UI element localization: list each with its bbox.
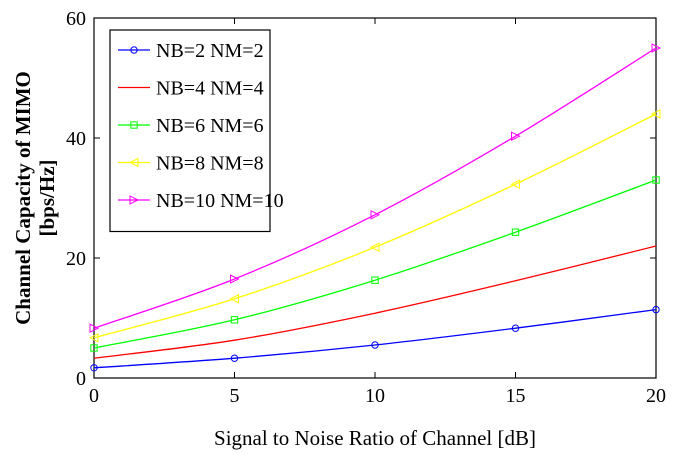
series-line xyxy=(93,113,657,339)
y-tick-label: 60 xyxy=(66,8,86,30)
x-tick-label: 0 xyxy=(89,385,99,407)
series-4 xyxy=(88,109,661,343)
legend-entry: NB=8 NM=8 xyxy=(118,153,264,175)
data-point-square xyxy=(652,176,660,184)
y-tick-label: 0 xyxy=(76,368,86,390)
data-point-triangle-left xyxy=(369,242,380,253)
y-axis-title-line-1: Channel Capacity of MIMO xyxy=(11,71,35,325)
tick-labels: 0 5 10 15 20 0 20 40 60 xyxy=(66,8,666,407)
series-2 xyxy=(93,245,657,359)
data-point-circle xyxy=(652,305,660,314)
series-line xyxy=(93,308,657,369)
data-point-square xyxy=(511,228,520,236)
legend-label: NB=2 NM=2 xyxy=(156,40,264,62)
y-axis-title: Channel Capacity of MIMO [bps/Hz] xyxy=(11,71,59,325)
data-point-triangle-right xyxy=(651,43,662,53)
legend-label: NB=10 NM=10 xyxy=(156,190,284,212)
series-line xyxy=(93,47,657,329)
data-point-triangle-left xyxy=(650,109,661,119)
data-point-triangle-left xyxy=(229,293,239,304)
data-point-triangle-left xyxy=(88,332,99,343)
data-point-circle xyxy=(511,324,520,332)
legend-entry: NB=2 NM=2 xyxy=(118,40,264,62)
series-1 xyxy=(90,305,660,372)
x-tick-label: 5 xyxy=(230,385,240,407)
data-point-circle xyxy=(90,364,98,372)
legend-label: NB=6 NM=6 xyxy=(156,115,264,137)
data-point-circle xyxy=(130,46,138,54)
legend-label: NB=4 NM=4 xyxy=(156,78,264,100)
data-point-square xyxy=(230,316,239,324)
data-point-triangle-right xyxy=(129,195,140,205)
data-point-circle xyxy=(230,354,239,362)
data-point-circle xyxy=(371,341,379,349)
series-line xyxy=(93,179,657,349)
data-point-square xyxy=(130,121,138,129)
legend-entry: NB=4 NM=4 xyxy=(118,78,264,100)
data-point-triangle-left xyxy=(510,179,520,190)
legend-entry: NB=10 NM=10 xyxy=(118,190,284,212)
series-line xyxy=(93,245,657,359)
data-point-triangle-right xyxy=(511,131,521,142)
data-point-triangle-left xyxy=(128,157,139,168)
data-point-triangle-right xyxy=(89,323,100,334)
y-axis-title-line-2: [bps/Hz] xyxy=(35,159,59,236)
y-tick-label: 40 xyxy=(66,128,86,150)
x-tick-label: 10 xyxy=(365,385,385,407)
legend-box xyxy=(109,29,271,233)
series-5 xyxy=(89,43,662,334)
x-tick-label: 15 xyxy=(506,385,526,407)
series-3 xyxy=(90,176,660,352)
legend-label: NB=8 NM=8 xyxy=(156,153,264,175)
data-point-triangle-right xyxy=(370,209,381,220)
legend-entry: NB=6 NM=6 xyxy=(118,115,264,137)
x-axis-title: Signal to Noise Ratio of Channel [dB] xyxy=(214,426,536,450)
legend: NB=2 NM=2 NB=4 NM=4 NB=6 NM=6 NB=8 NM=8 NB=1… xyxy=(109,29,284,233)
y-tick-label: 20 xyxy=(66,248,86,270)
axis-ticks xyxy=(93,17,657,379)
series-layer xyxy=(88,43,662,372)
data-point-square xyxy=(371,276,379,284)
data-point-square xyxy=(90,344,98,352)
x-tick-label: 20 xyxy=(646,385,666,407)
data-point-triangle-right xyxy=(230,274,240,284)
